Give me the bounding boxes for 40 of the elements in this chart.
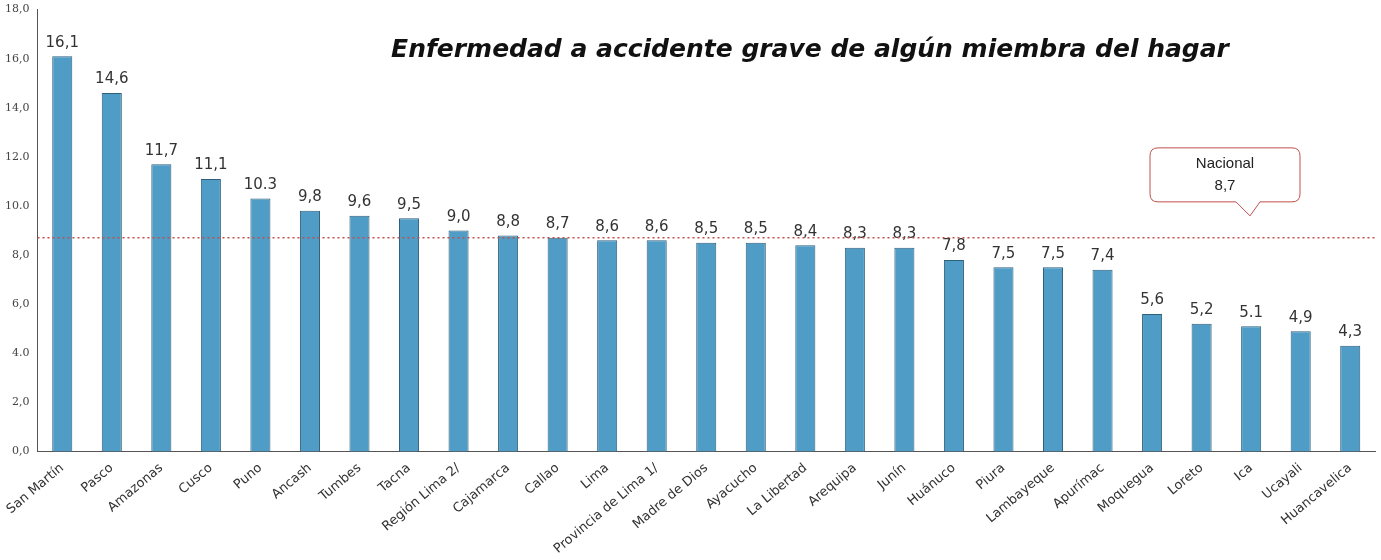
- data-label: 8,3: [892, 224, 917, 243]
- data-label: 5,6: [1140, 290, 1165, 309]
- data-label: 11,7: [144, 140, 179, 159]
- data-label: 8,3: [842, 224, 867, 243]
- y-tick-label: 18,0: [4, 2, 30, 16]
- data-label: 4,9: [1288, 307, 1313, 326]
- data-label: 9,0: [446, 206, 471, 225]
- y-tick-label: 4.0: [11, 346, 30, 360]
- data-label: 9,6: [347, 192, 372, 211]
- data-label: 11,1: [194, 155, 228, 174]
- x-tick-label: Ica: [1231, 459, 1256, 484]
- y-tick-label: 12.0: [4, 149, 30, 163]
- y-tick-label: 8,0: [11, 247, 30, 261]
- data-label: 9,5: [397, 194, 421, 213]
- data-label: 8,8: [496, 211, 521, 230]
- y-tick-label: 0,0: [11, 444, 30, 458]
- data-label: 8,5: [694, 219, 719, 238]
- data-label: 8,5: [743, 219, 768, 238]
- data-label: 7,5: [1041, 243, 1065, 262]
- data-label: 4,3: [1338, 322, 1363, 341]
- data-label: 14,6: [95, 69, 129, 88]
- data-label: 7,4: [1090, 246, 1115, 265]
- data-label: 9,8: [298, 187, 322, 206]
- data-label: 8,7: [545, 214, 570, 233]
- data-label: 8,6: [595, 216, 620, 235]
- data-label: 8,4: [793, 221, 818, 240]
- y-tick-label: 16,0: [4, 51, 30, 65]
- y-tick-label: 6,0: [11, 297, 30, 310]
- y-tick-label: 10.0: [4, 198, 30, 212]
- data-label: 8,6: [644, 216, 669, 235]
- data-label: 16,1: [45, 32, 79, 51]
- data-label: 5.1: [1239, 302, 1264, 321]
- text: Enfermedad a accidente grave de algún miembra del hagar: [391, 33, 1231, 63]
- data-label: 10.3: [243, 174, 278, 193]
- y-tick-label: 14,0: [4, 100, 30, 114]
- data-label: 7,5: [991, 243, 1016, 262]
- ref-line-label: Nacional 8,7: [1195, 154, 1255, 194]
- data-label: 5,2: [1189, 300, 1214, 319]
- y-tick-label: 2,0: [11, 395, 30, 409]
- data-label: 7,8: [942, 236, 966, 255]
